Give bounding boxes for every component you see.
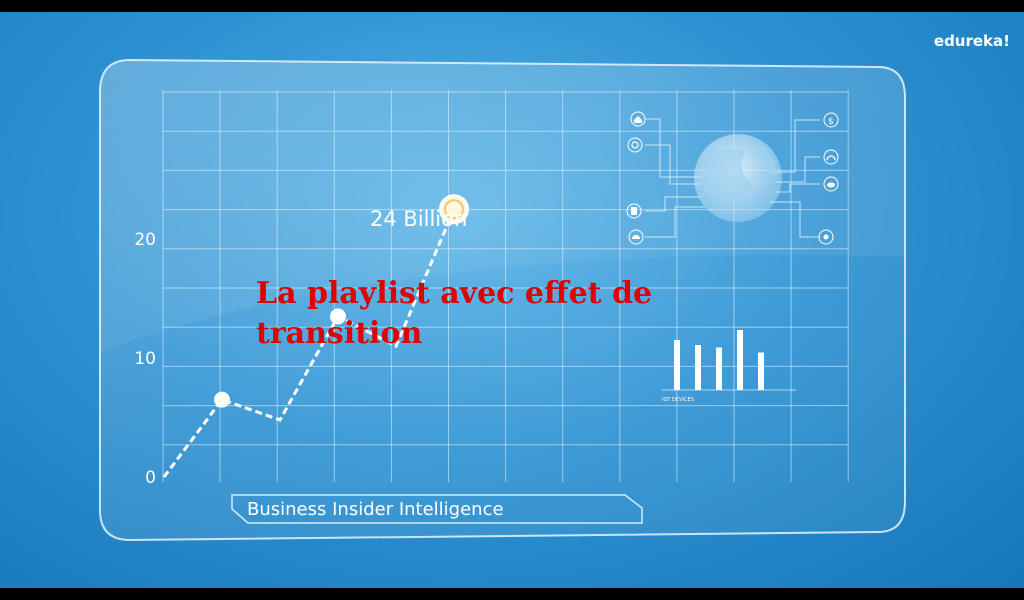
series-point	[214, 391, 230, 408]
letterbox-top	[0, 0, 1024, 12]
peak-annotation: 24 Billion	[370, 207, 467, 231]
iot-bar-chart	[674, 330, 764, 390]
y-tick-label: 10	[134, 349, 156, 369]
iot-bar	[674, 340, 680, 390]
document-icon	[626, 203, 642, 219]
iot-diagram	[645, 118, 820, 238]
headphones-icon	[823, 149, 839, 165]
iot-bar	[695, 345, 701, 390]
y-tick-label: 0	[145, 468, 156, 488]
globe-icon	[694, 134, 782, 222]
series-points	[214, 194, 469, 408]
iot-node-icons: $	[626, 111, 839, 245]
iot-bar	[737, 330, 743, 390]
settings-icon	[818, 229, 834, 245]
panel-shine	[100, 60, 905, 352]
y-axis: 0 10 20	[134, 230, 156, 488]
series-line	[162, 208, 456, 478]
chart-scene: 0 10 20 24 Billion Business Insider Intell…	[99, 58, 906, 542]
iot-bar	[716, 347, 722, 390]
brand-logo: edureka!	[933, 32, 1010, 50]
home-icon	[630, 111, 646, 127]
iot-bar	[758, 352, 764, 390]
overlay-caption: La playlist avec effet de transition	[256, 276, 653, 351]
gauge-icon	[628, 229, 644, 245]
refresh-icon	[627, 137, 643, 153]
dollar-icon: $	[823, 112, 839, 128]
svg-text:$: $	[828, 117, 834, 127]
series-point	[330, 308, 346, 325]
source-label: Business Insider Intelligence	[247, 499, 504, 520]
letterbox-bottom	[0, 588, 1024, 600]
source-label-frame	[231, 494, 643, 524]
chart-grid	[162, 90, 849, 482]
y-tick-label: 20	[134, 230, 156, 250]
peak-point-ring	[444, 199, 464, 220]
iot-label: IOT DEVICES	[662, 397, 694, 403]
cloud-icon	[823, 176, 839, 192]
video-frame: 0 10 20 24 Billion Business Insider Intell…	[0, 12, 1024, 588]
